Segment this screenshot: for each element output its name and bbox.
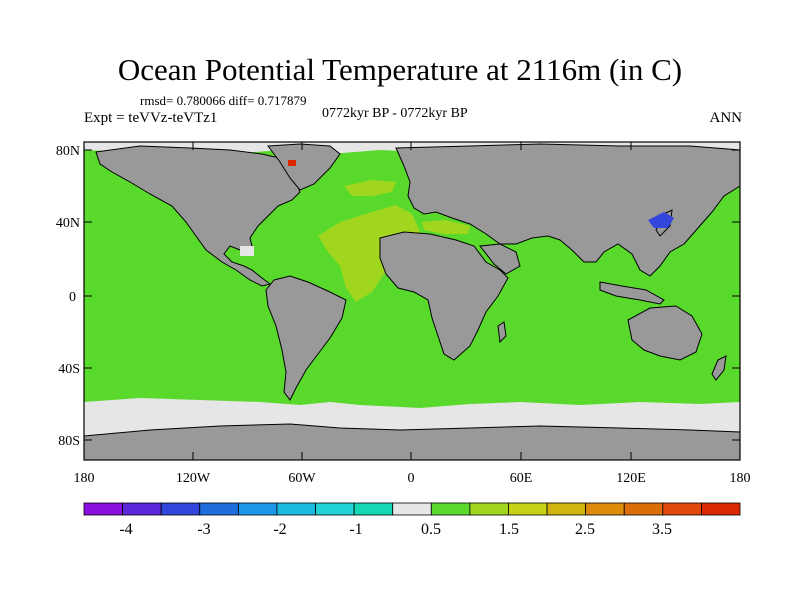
arctic-hotspot (288, 160, 296, 166)
lon-label: 120W (176, 471, 211, 486)
colorbar-swatch (276, 502, 316, 516)
mediterranean-warm-patch (422, 220, 470, 234)
colorbar-swatch (199, 502, 239, 516)
colorbar-label: -4 (119, 521, 132, 538)
map-panel: 80N 40N 0 40S 80S 180 120W 60W 0 60E 120… (56, 141, 751, 486)
stats-line: rmsd= 0.780066 diff= 0.717879 (140, 93, 307, 108)
colorbar-label: -2 (273, 521, 286, 538)
gulf-gray-patch (240, 246, 254, 256)
page-title: Ocean Potential Temperature at 2116m (in… (117, 52, 683, 87)
north-atlantic-warm-patch (344, 180, 396, 196)
land-new-zealand (711, 355, 727, 381)
lon-label: 60W (288, 471, 316, 486)
land-australia (627, 305, 703, 361)
colorbar-swatch (353, 502, 394, 516)
lon-label: 180 (730, 471, 751, 486)
land-south-america (265, 275, 347, 401)
season-label: ANN (709, 110, 743, 126)
longitude-labels: 180 120W 60W 0 60E 120E 180 (74, 471, 751, 486)
colorbar-swatch (662, 502, 702, 516)
colorbar-label: -3 (197, 521, 210, 538)
colorbar-labels: -4 -3 -2 -1 0.5 1.5 2.5 3.5 (119, 521, 672, 538)
lon-label: 60E (510, 471, 533, 486)
colorbar (83, 502, 741, 516)
atlantic-warm-anomaly (318, 205, 420, 302)
lat-label: 80N (56, 144, 80, 159)
colorbar-swatch (508, 502, 548, 516)
lat-label: 40N (56, 216, 80, 231)
land-antarctica (83, 423, 741, 461)
colorbar-swatch (623, 502, 664, 516)
colorbar-swatch (83, 502, 123, 516)
lat-label: 40S (58, 362, 80, 377)
period-label: 0772kyr BP - 0772kyr BP (322, 106, 468, 121)
lat-label: 0 (69, 290, 76, 305)
colorbar-swatch (701, 502, 741, 516)
colorbar-swatch (585, 502, 625, 516)
colorbar-swatch (392, 502, 432, 516)
colorbar-swatch (237, 502, 278, 516)
continents (83, 143, 741, 461)
land-greenland (267, 143, 341, 191)
colorbar-swatch (315, 502, 355, 516)
map-frame (83, 141, 741, 461)
colorbar-label: -1 (349, 521, 362, 538)
pacific-cold-anomaly (648, 212, 674, 228)
axis-ticks (84, 142, 740, 460)
colorbar-swatch (469, 502, 509, 516)
land-arabia (479, 243, 521, 275)
lat-label: 80S (58, 434, 80, 449)
latitude-labels: 80N 40N 0 40S 80S (56, 144, 80, 449)
colorbar-swatch (430, 502, 471, 516)
colorbar-label: 1.5 (499, 521, 519, 538)
experiment-label: Expt = teVVz-teVTz1 (84, 110, 218, 126)
colorbar-swatch (160, 502, 201, 516)
land-madagascar (497, 321, 507, 344)
colorbar-swatch (546, 502, 587, 516)
land-africa (379, 231, 509, 361)
colorbar-label: 0.5 (421, 521, 441, 538)
lon-label: 180 (74, 471, 95, 486)
lon-label: 120E (616, 471, 646, 486)
colorbar-swatch (122, 502, 162, 516)
colorbar-label: 2.5 (575, 521, 595, 538)
lon-label: 0 (408, 471, 415, 486)
colorbar-label: 3.5 (652, 521, 672, 538)
land-indonesia (599, 281, 665, 305)
